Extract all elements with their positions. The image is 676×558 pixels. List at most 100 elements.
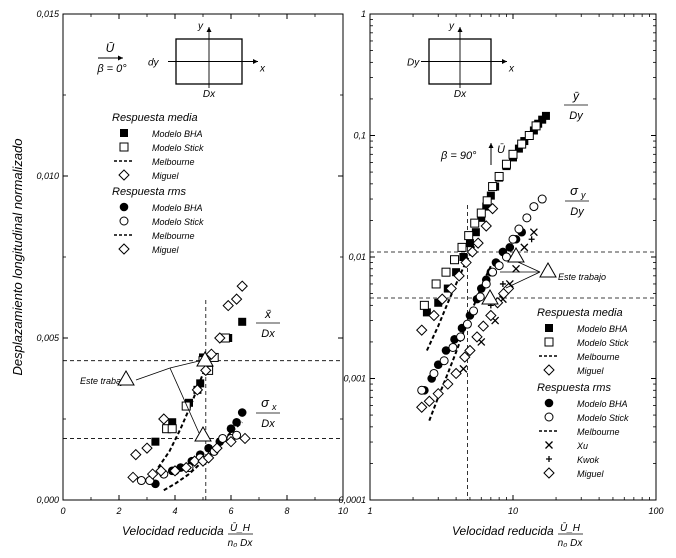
- filled-square-marker: [452, 268, 461, 277]
- open-circle-marker: [448, 342, 458, 352]
- open-square-marker: [431, 279, 441, 289]
- annotation-label: Este trabajo: [80, 376, 128, 386]
- filled-square-marker: [541, 111, 550, 120]
- filled-square-marker: [465, 239, 474, 248]
- open-square-marker: [508, 149, 518, 159]
- open-diamond-marker: [472, 237, 484, 249]
- cross-marker: [529, 228, 538, 237]
- open-square-marker: [488, 182, 498, 192]
- filled-circle-marker: [441, 346, 451, 355]
- inset-y-label: y: [197, 21, 204, 32]
- filled-square-marker: [434, 298, 443, 307]
- open-diamond-marker: [239, 432, 251, 445]
- y-axis-label: Desplazamiento longitudinal normalizado: [10, 138, 25, 375]
- x-tick-label: 10: [508, 506, 518, 516]
- open-diamond-marker: [188, 455, 201, 467]
- legend-filled-circle-marker: [119, 202, 129, 212]
- legend-label: Xu: [576, 441, 588, 451]
- open-diamond-marker: [180, 461, 192, 474]
- open-square-marker: [482, 196, 492, 206]
- rms-response-numerator: σ: [261, 395, 270, 410]
- open-circle-marker: [529, 202, 539, 212]
- inset-dx-label: Dx: [454, 89, 467, 100]
- mean-response-denominator: Dy: [569, 110, 584, 122]
- x-axis-label-denominator: n₀ Dx: [228, 538, 254, 549]
- legend-group-title: Respuesta rms: [112, 186, 186, 198]
- filled-circle-marker: [232, 417, 241, 427]
- open-square-marker: [419, 300, 429, 310]
- legend-label: Modelo BHA: [152, 129, 203, 139]
- open-diamond-marker: [423, 395, 436, 407]
- open-diamond-marker: [416, 401, 428, 413]
- y-tick-label: 0,001: [343, 374, 366, 384]
- legend-label: Modelo BHA: [577, 399, 628, 409]
- open-square-marker: [517, 139, 527, 149]
- filled-square-marker: [151, 437, 160, 446]
- open-diamond-marker: [428, 309, 440, 322]
- este-trabajo-triangle: [117, 369, 135, 386]
- x-axis-label-numerator: Ū_H: [560, 522, 581, 534]
- x-arrowhead: [502, 59, 507, 64]
- wind-arrowhead: [118, 55, 123, 61]
- open-square-marker: [494, 171, 504, 181]
- open-circle-marker: [456, 332, 466, 342]
- filled-circle-marker: [226, 424, 236, 434]
- open-diamond-marker: [480, 220, 492, 232]
- legend-open-diamond-marker: [543, 364, 555, 376]
- annotation-leader: [135, 367, 171, 381]
- open-diamond-marker: [471, 331, 483, 343]
- open-circle-marker: [522, 213, 532, 223]
- x-tick-label: 100: [648, 506, 663, 516]
- legend-open-circle-marker: [119, 216, 129, 226]
- plus-marker: [499, 280, 506, 287]
- x-tick-label: 6: [228, 506, 233, 516]
- open-circle-marker: [494, 261, 504, 271]
- open-circle-marker: [488, 267, 498, 277]
- y-tick-label: 0,01: [348, 252, 366, 262]
- y-tick-label: 0,010: [36, 171, 59, 181]
- x-axis-label: Velocidad reducida: [122, 524, 224, 538]
- legend-filled-square-marker: [545, 324, 553, 332]
- open-diamond-marker: [202, 452, 215, 464]
- filled-circle-marker: [237, 408, 247, 417]
- beta-label: β = 0°: [96, 63, 127, 75]
- y-arrowhead: [457, 27, 463, 32]
- cross-marker: [520, 243, 529, 252]
- x-arrowhead: [253, 59, 258, 64]
- y-tick-label: 1: [361, 9, 366, 19]
- este-trabajo-triangle: [194, 425, 212, 442]
- annotation-leader: [505, 271, 541, 289]
- legend-label: Miguel: [577, 469, 605, 479]
- open-diamond-marker: [466, 246, 479, 258]
- open-square-marker: [464, 231, 474, 241]
- open-square-marker: [531, 121, 541, 131]
- open-circle-marker: [475, 292, 485, 302]
- annotation-leader: [169, 367, 200, 434]
- open-circle-marker: [469, 306, 479, 316]
- open-diamond-marker: [146, 468, 159, 480]
- legend-label: Modelo Stick: [152, 143, 204, 153]
- filled-circle-marker: [505, 243, 515, 252]
- open-circle-marker: [537, 194, 547, 204]
- open-square-marker: [470, 218, 480, 228]
- open-circle-marker: [514, 224, 524, 234]
- legend-label: Modelo Stick: [152, 217, 204, 227]
- open-diamond-marker: [485, 309, 497, 322]
- este-trabajo-triangle: [539, 261, 557, 278]
- open-circle-marker: [232, 430, 242, 440]
- open-circle-marker: [429, 368, 439, 378]
- legend-label: Melbourne: [152, 157, 195, 167]
- open-diamond-marker: [230, 293, 243, 305]
- este-trabajo-triangle: [196, 350, 214, 367]
- open-diamond-marker: [442, 378, 454, 390]
- open-circle-marker: [439, 356, 449, 366]
- x-axis-label: Velocidad reducida: [452, 524, 554, 538]
- rms-response-numerator: σ: [570, 183, 579, 198]
- plus-marker: [528, 236, 535, 243]
- open-diamond-marker: [222, 299, 234, 312]
- open-square-marker: [476, 208, 486, 218]
- open-diamond-marker: [460, 256, 472, 269]
- x-axis-label-numerator: Ū_H: [230, 522, 251, 534]
- left-chart: 0 2 4 6 8 10 0,000 0,005 0,010 0,015 Velocidad red…: [10, 9, 348, 549]
